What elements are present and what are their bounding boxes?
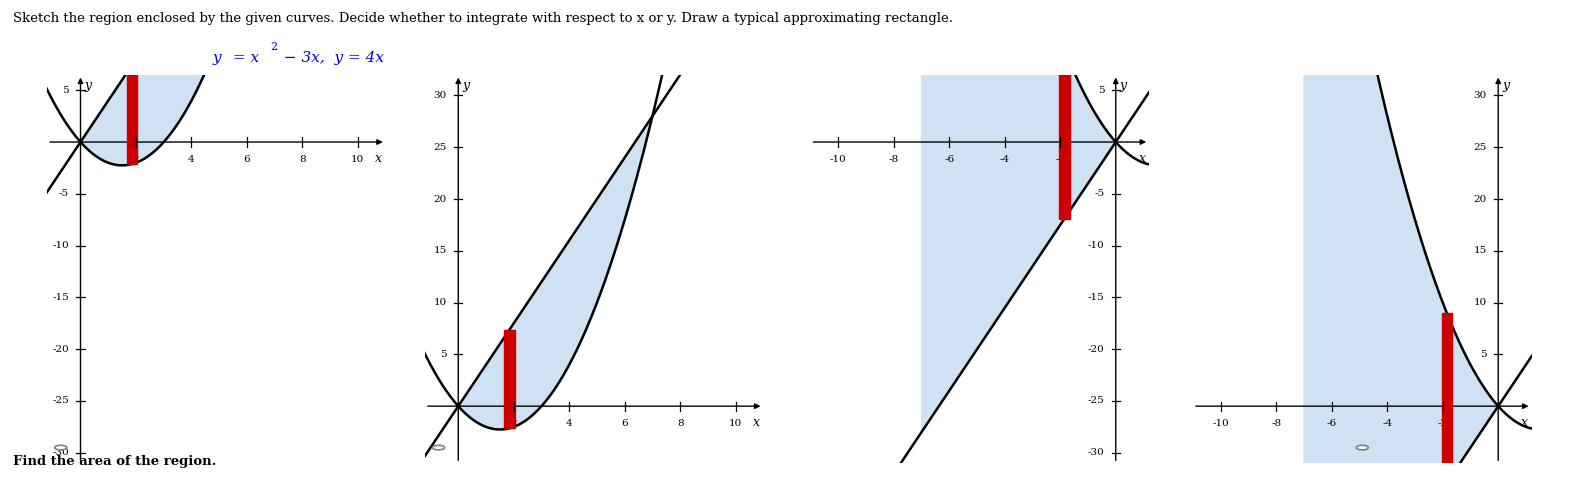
Text: − 3x,  y = 4x: − 3x, y = 4x xyxy=(279,51,384,65)
Text: -30: -30 xyxy=(1088,448,1105,457)
Text: -2: -2 xyxy=(1437,419,1448,428)
Text: 5: 5 xyxy=(63,86,69,95)
Text: 25: 25 xyxy=(1473,143,1487,152)
Text: y: y xyxy=(212,51,220,65)
Text: 10: 10 xyxy=(1473,298,1487,307)
Text: Sketch the region enclosed by the given curves. Decide whether to integrate with: Sketch the region enclosed by the given … xyxy=(13,12,952,25)
Text: -6: -6 xyxy=(944,155,954,164)
Text: 5: 5 xyxy=(1480,350,1487,359)
Text: -10: -10 xyxy=(1212,419,1229,428)
Text: -10: -10 xyxy=(52,241,69,250)
Text: 15: 15 xyxy=(1473,247,1487,255)
Bar xyxy=(1059,49,1070,219)
Text: -2: -2 xyxy=(1055,155,1066,164)
Text: 2: 2 xyxy=(132,155,139,164)
Text: 5: 5 xyxy=(441,350,447,359)
Text: x: x xyxy=(1520,416,1528,429)
Text: -10: -10 xyxy=(1088,241,1105,250)
Text: 2: 2 xyxy=(510,419,516,428)
Text: 15: 15 xyxy=(434,247,447,255)
Text: -25: -25 xyxy=(52,396,69,405)
Text: 4: 4 xyxy=(567,419,573,428)
Text: x: x xyxy=(1138,152,1146,165)
Text: -20: -20 xyxy=(52,345,69,354)
Text: -15: -15 xyxy=(1088,293,1105,302)
Text: 6: 6 xyxy=(622,419,628,428)
Circle shape xyxy=(433,445,444,450)
Text: -6: -6 xyxy=(1327,419,1336,428)
Text: 20: 20 xyxy=(1473,195,1487,204)
Text: -5: -5 xyxy=(58,189,69,198)
Text: 10: 10 xyxy=(351,155,365,164)
Circle shape xyxy=(55,445,66,450)
Text: 10: 10 xyxy=(729,419,743,428)
Text: 8: 8 xyxy=(677,419,683,428)
Text: -4: -4 xyxy=(999,155,1011,164)
Text: 25: 25 xyxy=(434,143,447,152)
Text: y: y xyxy=(1119,79,1127,92)
Text: -30: -30 xyxy=(52,448,69,457)
Text: 30: 30 xyxy=(434,91,447,100)
Text: 2: 2 xyxy=(271,42,277,52)
Text: 6: 6 xyxy=(244,155,250,164)
Bar xyxy=(1442,313,1453,483)
Bar xyxy=(126,65,137,164)
Text: -20: -20 xyxy=(1088,345,1105,354)
Text: x: x xyxy=(375,152,382,165)
Text: -10: -10 xyxy=(829,155,847,164)
Text: y: y xyxy=(463,79,469,92)
Text: 10: 10 xyxy=(434,298,447,307)
Text: y: y xyxy=(85,79,91,92)
Text: -25: -25 xyxy=(1088,396,1105,405)
Text: -8: -8 xyxy=(889,155,899,164)
Text: 20: 20 xyxy=(434,195,447,204)
Text: x: x xyxy=(752,416,760,429)
Text: -5: -5 xyxy=(1094,189,1105,198)
Text: -4: -4 xyxy=(1382,419,1393,428)
Text: Find the area of the region.: Find the area of the region. xyxy=(13,455,216,468)
Text: = x: = x xyxy=(228,51,260,65)
Text: -15: -15 xyxy=(52,293,69,302)
Text: -8: -8 xyxy=(1272,419,1281,428)
Text: 8: 8 xyxy=(299,155,305,164)
Bar xyxy=(504,330,515,428)
Text: y: y xyxy=(1502,79,1509,92)
Text: 5: 5 xyxy=(1097,86,1105,95)
Circle shape xyxy=(1357,445,1368,450)
Text: 30: 30 xyxy=(1473,91,1487,100)
Text: 4: 4 xyxy=(189,155,195,164)
